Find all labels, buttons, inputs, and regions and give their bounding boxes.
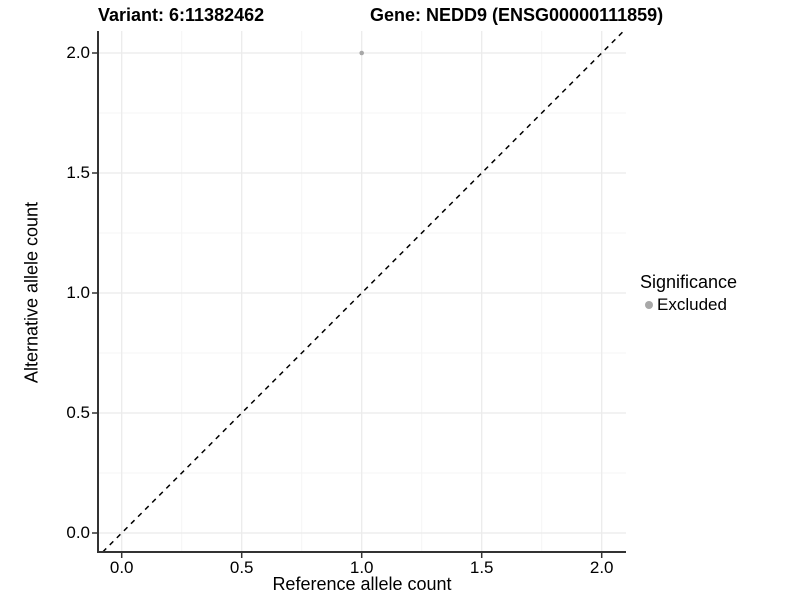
plot-title-gene: Gene: NEDD9 (ENSG00000111859) — [370, 5, 664, 25]
x-tick-label: 2.0 — [589, 558, 614, 577]
plot-title-variant: Variant: 6:11382462 — [98, 5, 265, 25]
y-tick-label: 2.0 — [66, 43, 90, 62]
legend-item-label: Excluded — [657, 295, 727, 314]
excluded-point-icon — [645, 301, 653, 309]
y-tick-label: 1.0 — [66, 283, 90, 302]
y-tick-label: 0.0 — [66, 523, 90, 542]
identity-dashed-line — [102, 30, 625, 553]
legend-title: Significance — [640, 272, 738, 292]
x-tick-label: 1.5 — [469, 558, 494, 577]
y-tick-label: 1.5 — [66, 163, 90, 182]
x-tick-label: 0.0 — [109, 558, 134, 577]
x-tick-label: 0.5 — [229, 558, 254, 577]
x-tick-label: 1.0 — [349, 558, 374, 577]
y-tick-label: 0.5 — [66, 403, 90, 422]
y-axis-title: Alternative allele count — [21, 201, 42, 384]
x-axis-title: Reference allele count — [272, 574, 452, 594]
data-point — [359, 50, 365, 56]
legend-item-excluded: Excluded — [640, 295, 800, 315]
legend: Significance Excluded — [640, 272, 800, 315]
